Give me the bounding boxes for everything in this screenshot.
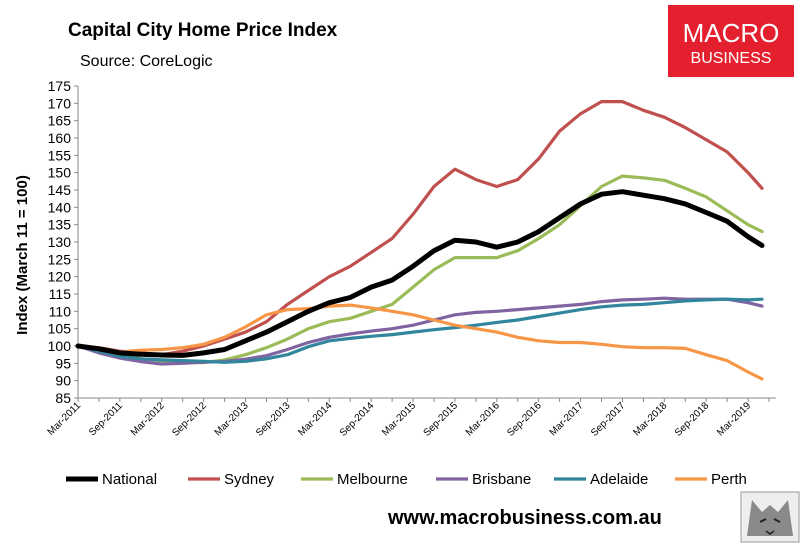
x-tick-label: Sep-2018	[673, 400, 712, 439]
y-tick-label: 120	[48, 269, 72, 285]
logo-line1: MACRO	[683, 18, 780, 48]
legend: National Sydney Melbourne Brisbane Adelaide P…	[66, 471, 747, 488]
x-tick-label: Sep-2011	[87, 400, 125, 438]
y-axis-label: Index (March 11 = 100)	[14, 175, 31, 335]
x-tick-label: Mar-2016	[464, 400, 502, 438]
y-tick-label: 105	[48, 321, 72, 337]
chart-subtitle: Source: CoreLogic	[80, 53, 213, 70]
x-tick-label: Mar-2019	[715, 400, 753, 438]
y-tick-label: 140	[48, 199, 72, 215]
wolf-icon	[740, 491, 800, 543]
series-line-perth	[76, 303, 764, 381]
x-tick-label: Mar-2013	[213, 400, 251, 438]
y-tick-label: 110	[49, 303, 72, 319]
y-tick-label: 85	[55, 390, 71, 406]
x-tick-label: Mar-2015	[380, 400, 418, 438]
x-tick-label: Sep-2017	[589, 400, 628, 439]
logo-line2: BUSINESS	[691, 50, 772, 67]
x-tick-label: Mar-2017	[548, 400, 586, 438]
y-tick-label: 165	[48, 113, 72, 129]
x-tick-label: Mar-2012	[129, 400, 167, 438]
series-line-sydney	[76, 99, 764, 357]
series-line-adelaide	[76, 297, 764, 364]
x-tick-label: Mar-2018	[631, 400, 669, 438]
x-tick-label: Mar-2014	[296, 400, 334, 438]
y-tick-label: 170	[48, 95, 72, 111]
y-tick-label: 135	[48, 217, 72, 233]
y-tick-label: 115	[49, 286, 72, 302]
y-tick-label: 155	[48, 147, 72, 163]
chart-title: Capital City Home Price Index	[68, 20, 338, 41]
logo-background	[668, 5, 794, 77]
y-tick-label: 145	[48, 182, 72, 198]
y-tick-label: 160	[48, 130, 72, 146]
x-tick-label: Sep-2014	[338, 400, 377, 439]
y-tick-label: 100	[48, 338, 72, 354]
legend-label-sydney: Sydney	[224, 471, 275, 488]
series-line-national	[75, 189, 765, 358]
y-tick-label: 130	[48, 234, 72, 250]
x-tick-label: Sep-2016	[505, 400, 544, 439]
y-tick-label: 95	[55, 355, 71, 371]
y-tick-label: 150	[48, 165, 72, 181]
x-tick-label: Sep-2013	[254, 400, 293, 439]
macrobusiness-logo: MACRO BUSINESS	[668, 5, 794, 77]
series-line-brisbane	[76, 296, 764, 366]
y-tick-label: 175	[48, 78, 72, 94]
legend-label-brisbane: Brisbane	[472, 471, 531, 488]
x-tick-label: Sep-2015	[422, 400, 461, 439]
legend-label-national: National	[102, 471, 157, 488]
legend-label-melbourne: Melbourne	[337, 471, 408, 488]
legend-label-perth: Perth	[711, 471, 747, 488]
x-tick-label: Sep-2012	[170, 400, 209, 439]
footer-url: www.macrobusiness.com.au	[387, 507, 662, 529]
y-tick-label: 90	[55, 373, 71, 389]
legend-label-adelaide: Adelaide	[590, 471, 648, 488]
y-tick-label: 125	[48, 251, 72, 267]
